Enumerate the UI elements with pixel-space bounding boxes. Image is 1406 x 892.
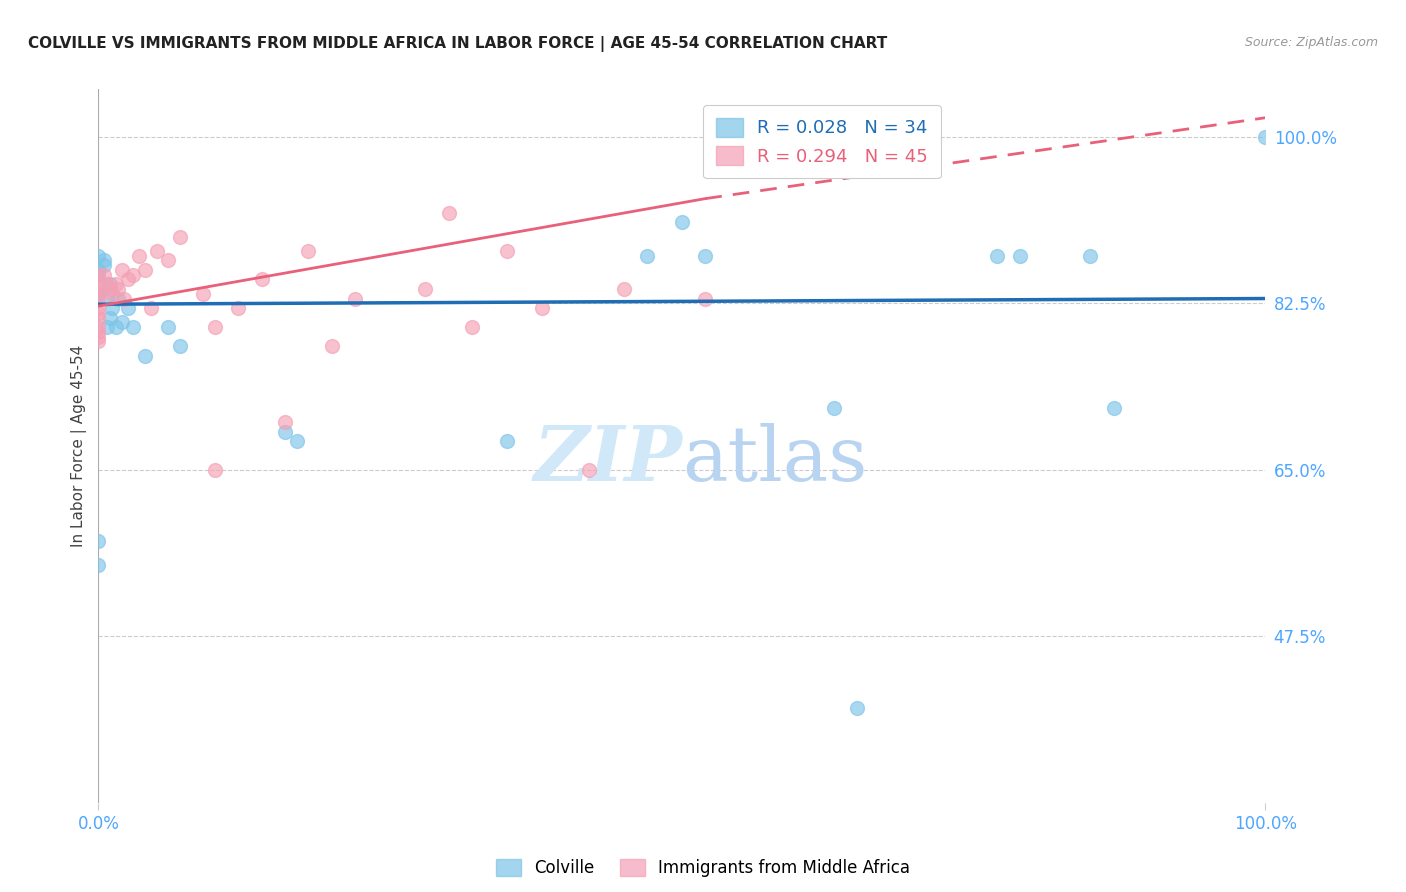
Point — [111, 263, 134, 277]
Point — [274, 415, 297, 429]
Point — [146, 244, 169, 258]
Point — [134, 349, 156, 363]
Point — [157, 320, 180, 334]
Point — [87, 268, 110, 282]
Point — [437, 206, 460, 220]
Point — [111, 315, 134, 329]
Point — [87, 334, 110, 349]
Point — [496, 244, 519, 258]
Point — [98, 282, 121, 296]
Point — [87, 558, 110, 572]
Point — [87, 306, 110, 320]
Point — [93, 253, 115, 268]
Point — [193, 286, 215, 301]
Point — [1080, 249, 1102, 263]
Point — [93, 258, 115, 272]
Point — [285, 434, 308, 449]
Point — [671, 215, 693, 229]
Point — [104, 320, 127, 334]
Text: COLVILLE VS IMMIGRANTS FROM MIDDLE AFRICA IN LABOR FORCE | AGE 45-54 CORRELATION: COLVILLE VS IMMIGRANTS FROM MIDDLE AFRIC… — [28, 36, 887, 52]
Point — [112, 292, 135, 306]
Y-axis label: In Labor Force | Age 45-54: In Labor Force | Age 45-54 — [72, 345, 87, 547]
Point — [117, 301, 139, 315]
Point — [87, 310, 110, 325]
Point — [297, 244, 319, 258]
Point — [107, 282, 129, 296]
Point — [96, 320, 118, 334]
Point — [122, 320, 145, 334]
Point — [1102, 401, 1125, 415]
Point — [823, 401, 845, 415]
Point — [98, 277, 121, 292]
Point — [104, 277, 127, 292]
Point — [344, 292, 367, 306]
Point — [204, 463, 226, 477]
Point — [87, 286, 110, 301]
Point — [1010, 249, 1032, 263]
Point — [157, 253, 180, 268]
Point — [107, 292, 129, 306]
Point — [413, 282, 436, 296]
Point — [228, 301, 250, 315]
Point — [321, 339, 343, 353]
Point — [87, 292, 110, 306]
Text: ZIP: ZIP — [533, 424, 682, 497]
Point — [96, 292, 118, 306]
Point — [461, 320, 484, 334]
Point — [204, 320, 226, 334]
Point — [87, 329, 110, 343]
Point — [101, 286, 124, 301]
Point — [1254, 129, 1277, 144]
Legend: R = 0.028   N = 34, R = 0.294   N = 45: R = 0.028 N = 34, R = 0.294 N = 45 — [703, 105, 941, 178]
Point — [117, 272, 139, 286]
Point — [496, 434, 519, 449]
Point — [613, 282, 636, 296]
Point — [101, 301, 124, 315]
Point — [250, 272, 273, 286]
Point — [87, 263, 110, 277]
Point — [636, 249, 658, 263]
Point — [695, 249, 717, 263]
Point — [122, 268, 145, 282]
Text: Source: ZipAtlas.com: Source: ZipAtlas.com — [1244, 36, 1378, 49]
Point — [98, 310, 121, 325]
Point — [695, 292, 717, 306]
Point — [87, 249, 110, 263]
Point — [134, 263, 156, 277]
Point — [128, 249, 150, 263]
Point — [87, 320, 110, 334]
Point — [274, 425, 297, 439]
Point — [530, 301, 553, 315]
Text: atlas: atlas — [682, 424, 868, 497]
Point — [169, 229, 191, 244]
Point — [846, 700, 869, 714]
Point — [169, 339, 191, 353]
Point — [87, 277, 110, 292]
Legend: Colville, Immigrants from Middle Africa: Colville, Immigrants from Middle Africa — [489, 852, 917, 884]
Point — [87, 534, 110, 549]
Point — [139, 301, 162, 315]
Point — [87, 301, 110, 315]
Point — [93, 268, 115, 282]
Point — [87, 282, 110, 296]
Point — [87, 268, 110, 282]
Point — [87, 286, 110, 301]
Point — [87, 325, 110, 339]
Point — [96, 277, 118, 292]
Point — [578, 463, 600, 477]
Point — [986, 249, 1008, 263]
